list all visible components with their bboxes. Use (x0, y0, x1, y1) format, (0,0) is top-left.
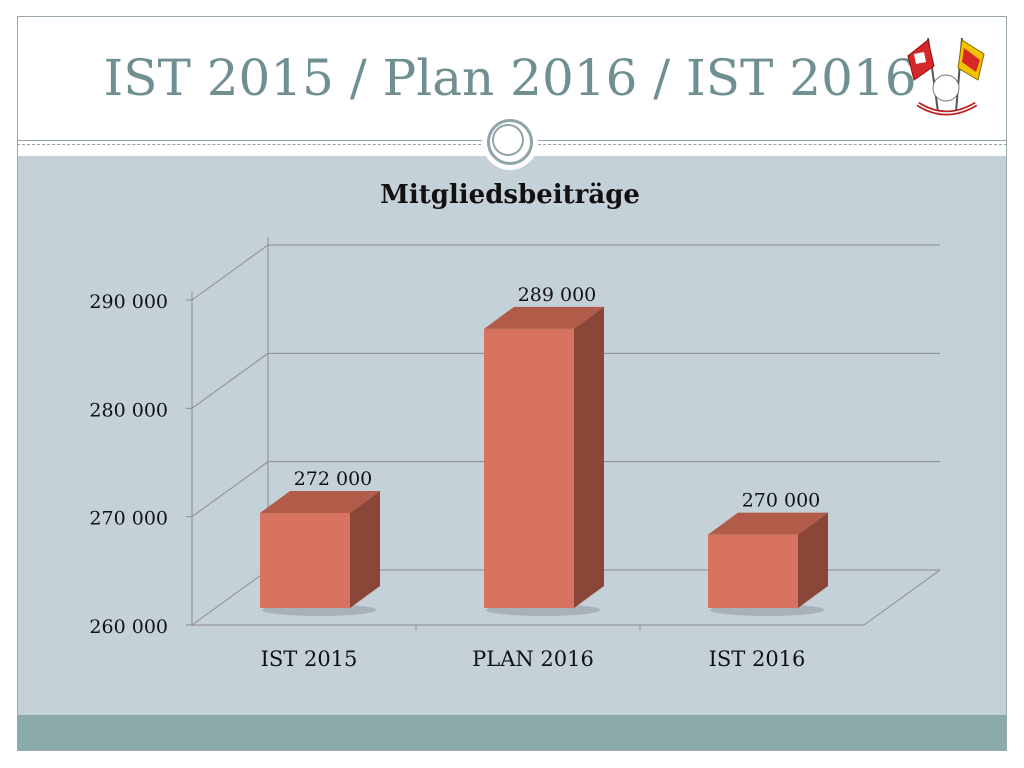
footer-bar (18, 715, 1006, 750)
x-tick-label: IST 2015 (261, 647, 358, 671)
data-label: 289 000 (518, 284, 597, 306)
gridline-depth (191, 569, 269, 626)
x-tick-label: PLAN 2016 (472, 647, 594, 671)
bar-side (350, 491, 380, 608)
divider-ring-icon (482, 114, 538, 170)
gridline-depth (191, 352, 269, 409)
y-tick-label: 290 000 (89, 291, 168, 313)
bar (484, 328, 574, 608)
data-label: 272 000 (294, 468, 373, 490)
bar-top (708, 512, 828, 535)
gridline-depth (191, 461, 269, 518)
data-label: 270 000 (742, 490, 821, 512)
logo-graphic (907, 37, 985, 116)
club-flags-logo-icon (900, 32, 1000, 124)
bar (260, 513, 350, 608)
bar-top (484, 306, 604, 329)
slide-title-text: IST 2015 / Plan 2016 / IST 2016 (103, 49, 917, 107)
bar-side (798, 512, 828, 608)
y-tick-label: 270 000 (89, 508, 168, 530)
floor-edge (863, 569, 941, 626)
x-tick-label: IST 2016 (709, 647, 806, 671)
y-tick-label: 280 000 (89, 399, 168, 421)
bar-top (260, 491, 380, 513)
chart-title: Mitgliedsbeiträge (380, 180, 640, 210)
slide-title: IST 2015 / Plan 2016 / IST 2016 (0, 48, 1024, 108)
bar (708, 534, 798, 608)
y-tick-label: 260 000 (89, 616, 168, 638)
bar-side (574, 306, 604, 608)
gridline-depth (191, 244, 269, 301)
chart-layer: 260 000 270 000 280 000 290 000 272 000 IST 2… (89, 237, 941, 671)
